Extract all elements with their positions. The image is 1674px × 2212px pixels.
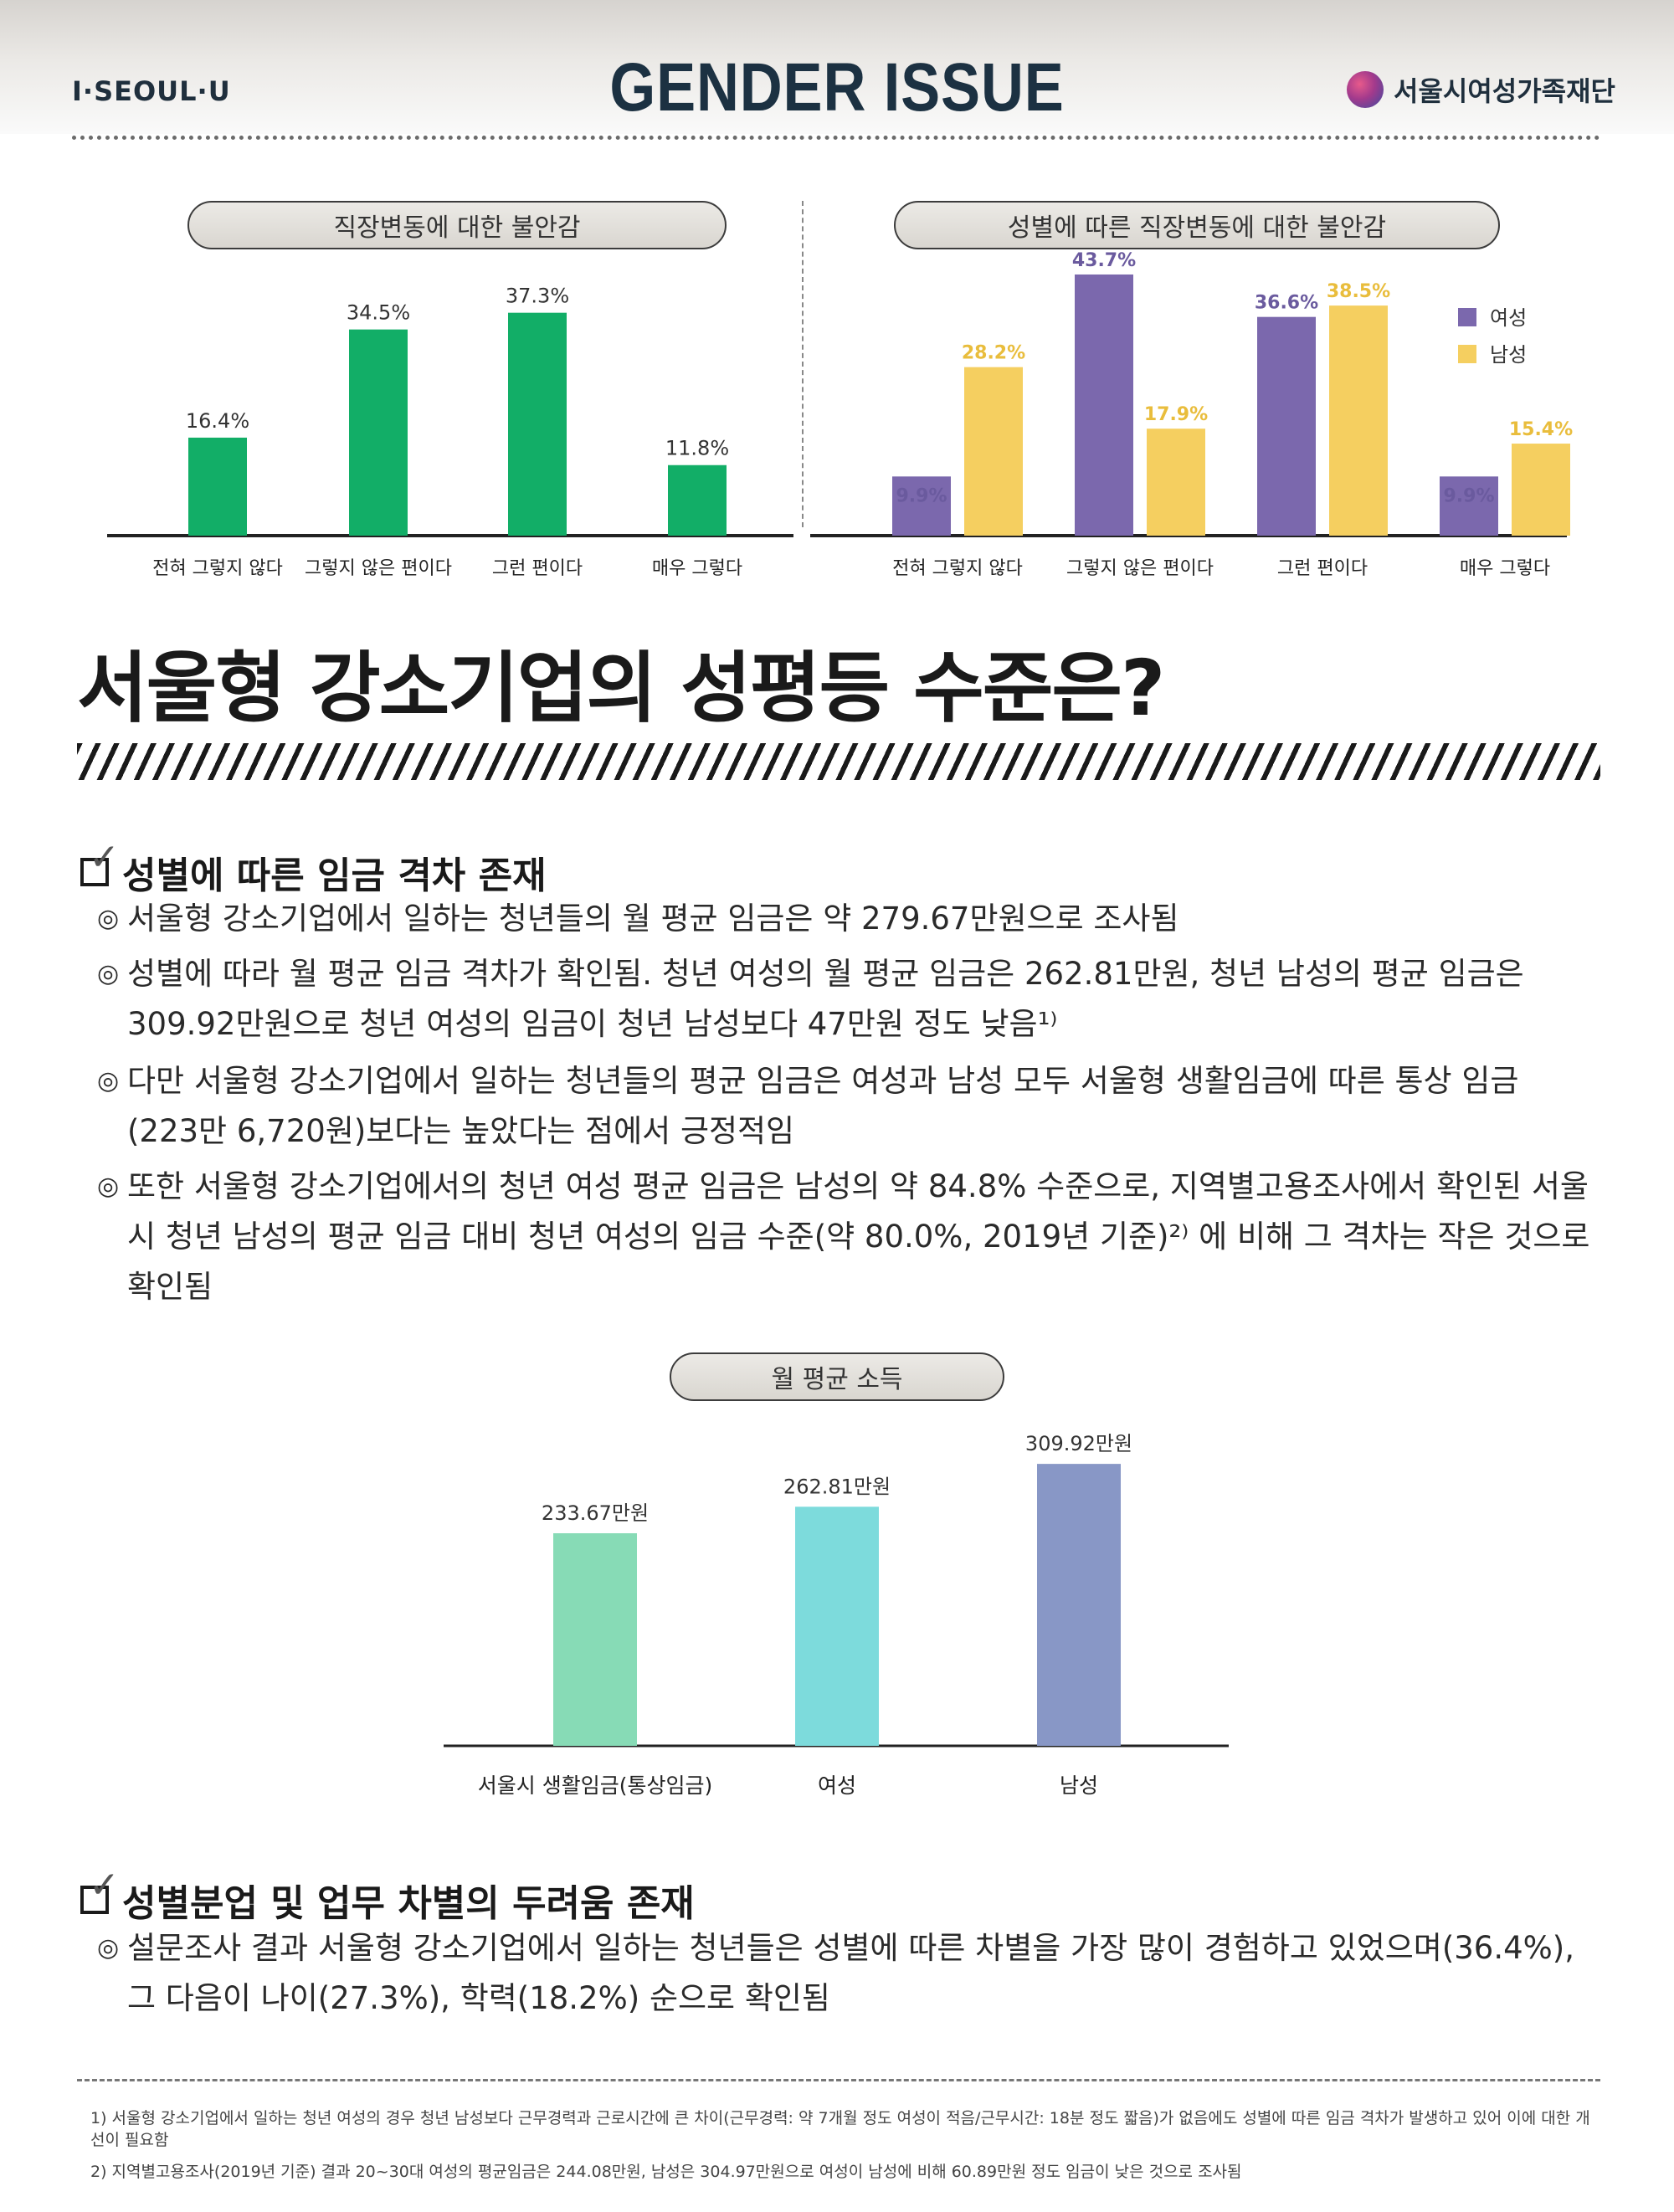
iseoulu-logo: I·SEOUL·U <box>72 75 231 107</box>
section1-bullet: ◎ 또한 서울형 강소기업에서의 청년 여성 평균 임금은 남성의 약 84.8… <box>97 1162 1595 1312</box>
chart1-value-label: 11.8% <box>665 437 729 460</box>
chart3-bar <box>795 1506 879 1746</box>
footnote-1: 1) 서울형 강소기업에서 일하는 청년 여성의 경우 청년 남성보다 근무경력… <box>90 2109 1590 2149</box>
chart2-value-label: 15.4% <box>1509 419 1573 440</box>
chart2-legend-swatch <box>1458 308 1476 326</box>
chart3-title: 월 평균 소득 <box>670 1352 1004 1401</box>
bullet-icon: ◎ <box>97 1066 120 1096</box>
section1-bullet: ◎ 서울형 강소기업에서 일하는 청년들의 월 평균 임금은 약 279.67만… <box>97 894 1595 944</box>
chart2-category-label: 그런 편이다 <box>1277 558 1368 579</box>
chart2-value-label: 38.5% <box>1327 281 1390 302</box>
chart2-bar <box>1512 444 1570 536</box>
chart1-value-label: 34.5% <box>347 301 410 325</box>
panel-divider <box>802 201 804 527</box>
chart1-bar <box>668 464 727 536</box>
bullet-text: 성별에 따라 월 평균 임금 격차가 확인됨. 청년 여성의 월 평균 임금은 … <box>127 956 1524 1042</box>
chart2-value-label: 17.9% <box>1144 404 1208 425</box>
chart1-value-label: 37.3% <box>506 285 569 308</box>
chart2-value-label: 36.6% <box>1255 293 1318 314</box>
chart1-anxiety: 16.4% 전혀 그렇지 않다 34.5% 그렇지 않은 편이다 37.3% 그런 편이다… <box>107 285 793 579</box>
chart3-bar <box>553 1533 637 1746</box>
chart2-value-label: 28.2% <box>962 343 1025 364</box>
chart2-legend-label: 남성 <box>1490 343 1527 367</box>
chart2-bar <box>892 476 951 536</box>
chart2-category-label: 그렇지 않은 편이다 <box>1066 558 1214 579</box>
chart1-category-label: 그런 편이다 <box>492 558 583 579</box>
header-divider <box>72 136 1600 140</box>
footnote-2: 2) 지역별고용조사(2019년 기준) 결과 20~30대 여성의 평균임금은… <box>90 2163 1242 2181</box>
foundation-logo: 서울시여성가족재단 <box>1347 70 1615 109</box>
footnote-divider <box>77 2079 1600 2081</box>
section2-bullet: ◎ 설문조사 결과 서울형 강소기업에서 일하는 청년들은 성별에 따른 차별을… <box>97 1923 1595 2024</box>
chart1-title: 직장변동에 대한 불안감 <box>187 201 727 249</box>
page-headline: 서울형 강소기업의 성평등 수준은? <box>77 644 1165 733</box>
chart1-value-label: 16.4% <box>186 409 249 433</box>
chart2-title: 성별에 따른 직장변동에 대한 불안감 <box>894 201 1500 249</box>
chart2-value-label: 9.9% <box>1443 485 1494 506</box>
chart2-value-label: 9.9% <box>896 485 947 506</box>
bullet-text: 또한 서울형 강소기업에서의 청년 여성 평균 임금은 남성의 약 84.8% … <box>127 1168 1590 1305</box>
chart2-legend-swatch <box>1458 345 1476 363</box>
bullet-icon: ◎ <box>97 1172 120 1201</box>
chart3-value-label: 233.67만원 <box>542 1501 649 1525</box>
chart2-anxiety-by-gender: 9.9% 28.2% 전혀 그렇지 않다 43.7% 17.9% 그렇지 않은 편이다 36… <box>810 251 1573 579</box>
chart1-bar <box>508 312 567 536</box>
checkmark-icon: ✓ <box>89 836 120 879</box>
headline-hatch-divider <box>77 743 1600 780</box>
chart2-bar <box>964 367 1023 536</box>
chart2-value-label: 43.7% <box>1072 251 1136 271</box>
chart1-bar <box>188 437 247 536</box>
chart3-category-label: 여성 <box>818 1773 856 1798</box>
chart3-category-label: 남성 <box>1060 1773 1098 1798</box>
bullet-text: 서울형 강소기업에서 일하는 청년들의 월 평균 임금은 약 279.67만원으… <box>127 901 1179 937</box>
page-header-title: GENDER ISSUE <box>609 49 1065 126</box>
bullet-icon: ◎ <box>97 959 120 988</box>
chart2-legend-label: 여성 <box>1490 306 1527 330</box>
chart3-bar <box>1037 1464 1121 1746</box>
chart3-value-label: 262.81만원 <box>783 1475 891 1498</box>
checkbox-icon: ✓ <box>80 836 120 886</box>
chart1-category-label: 전혀 그렇지 않다 <box>152 558 283 579</box>
checkmark-icon: ✓ <box>89 1864 120 1907</box>
bullet-icon: ◎ <box>97 904 120 933</box>
section2-title: 성별분업 및 업무 차별의 두려움 존재 <box>122 1882 695 1925</box>
chart3-value-label: 309.92만원 <box>1025 1432 1132 1455</box>
foundation-emblem-icon <box>1347 71 1384 108</box>
chart2-bar <box>1440 476 1498 536</box>
bullet-icon: ◎ <box>97 1933 120 1963</box>
chart1-category-label: 그렇지 않은 편이다 <box>305 558 452 579</box>
foundation-name: 서울시여성가족재단 <box>1394 75 1615 107</box>
bullet-text: 다만 서울형 강소기업에서 일하는 청년들의 평균 임금은 여성과 남성 모두 … <box>127 1063 1519 1149</box>
chart2-bar <box>1147 429 1205 536</box>
section1-title: 성별에 따른 임금 격차 존재 <box>122 855 547 897</box>
chart2-bar <box>1075 274 1133 536</box>
section1-bullet: ◎ 다만 서울형 강소기업에서 일하는 청년들의 평균 임금은 여성과 남성 모… <box>97 1056 1595 1157</box>
checkbox-icon: ✓ <box>80 1864 120 1914</box>
section1-heading: ✓ 성별에 따른 임금 격차 존재 <box>80 836 547 899</box>
chart1-bar <box>349 329 408 536</box>
chart2-category-label: 전혀 그렇지 않다 <box>892 558 1023 579</box>
chart1-category-label: 매우 그렇다 <box>652 558 742 579</box>
chart2-category-label: 매우 그렇다 <box>1460 558 1550 579</box>
page-header: I·SEOUL·U GENDER ISSUE 서울시여성가족재단 <box>0 0 1674 134</box>
chart2-bar <box>1329 305 1388 536</box>
chart3-category-label: 서울시 생활임금(통상임금) <box>478 1773 712 1798</box>
bullet-text: 설문조사 결과 서울형 강소기업에서 일하는 청년들은 성별에 따른 차별을 가… <box>127 1930 1574 2016</box>
section2-heading: ✓ 성별분업 및 업무 차별의 두려움 존재 <box>80 1864 695 1927</box>
section1-bullet: ◎ 성별에 따라 월 평균 임금 격차가 확인됨. 청년 여성의 월 평균 임금… <box>97 949 1595 1050</box>
chart2-bar <box>1257 316 1316 536</box>
top-charts: 16.4% 전혀 그렇지 않다 34.5% 그렇지 않은 편이다 37.3% 그런 편이다… <box>107 251 1573 579</box>
